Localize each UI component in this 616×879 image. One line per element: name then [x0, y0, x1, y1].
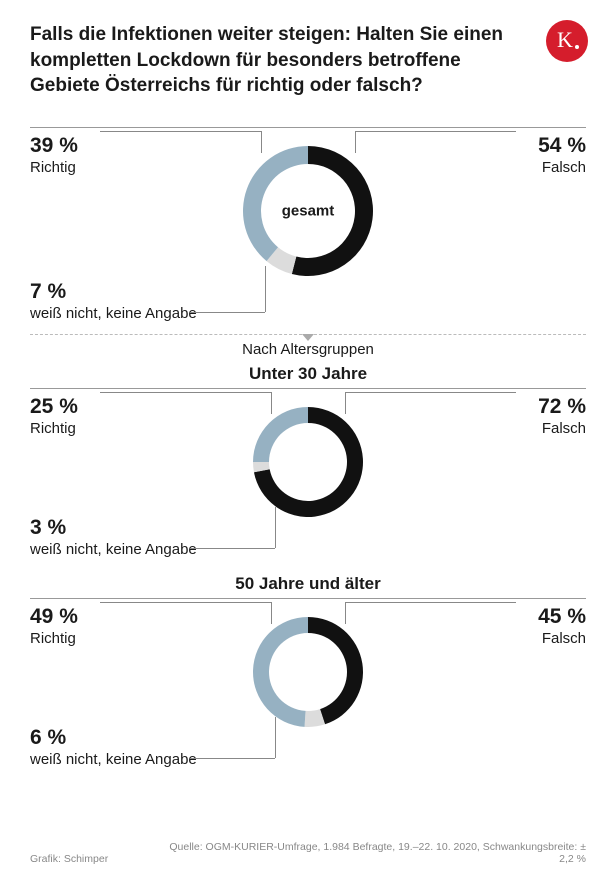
value-falsch: 54 % Falsch [538, 134, 586, 176]
chart-50plus: 49 % Richtig 45 % Falsch 6 % weiß nicht,… [30, 598, 586, 778]
donut-center-label: gesamt [282, 202, 335, 219]
value-unknown: 7 % weiß nicht, keine Angabe [30, 280, 197, 322]
footer: Grafik: Schimper Quelle: OGM-KURIER-Umfr… [30, 841, 586, 865]
donut-chart: gesamt [241, 144, 375, 278]
group-title: Unter 30 Jahre [30, 364, 586, 384]
donut-chart [251, 405, 365, 519]
value-richtig: 25 % Richtig [30, 395, 78, 437]
source-text: Quelle: OGM-KURIER-Umfrage, 1.984 Befrag… [166, 841, 586, 865]
donut-chart [251, 615, 365, 729]
graphic-credit: Grafik: Schimper [30, 853, 108, 865]
value-richtig: 39 % Richtig [30, 134, 78, 176]
chart-unter30: 25 % Richtig 72 % Falsch 3 % weiß nicht,… [30, 388, 586, 568]
chart-gesamt: 39 % Richtig 54 % Falsch 7 % weiß nicht,… [30, 127, 586, 332]
section-subtitle: Nach Altersgruppen [30, 341, 586, 358]
survey-question-title: Falls die Infektionen weiter steigen: Ha… [30, 22, 510, 99]
value-falsch: 72 % Falsch [538, 395, 586, 437]
value-unknown: 6 % weiß nicht, keine Angabe [30, 726, 197, 768]
kurier-logo-icon: K [546, 20, 588, 62]
arrow-down-icon [302, 334, 314, 341]
header: Falls die Infektionen weiter steigen: Ha… [30, 22, 586, 99]
value-richtig: 49 % Richtig [30, 605, 78, 647]
group-title: 50 Jahre und älter [30, 574, 586, 594]
value-falsch: 45 % Falsch [538, 605, 586, 647]
value-unknown: 3 % weiß nicht, keine Angabe [30, 516, 197, 558]
